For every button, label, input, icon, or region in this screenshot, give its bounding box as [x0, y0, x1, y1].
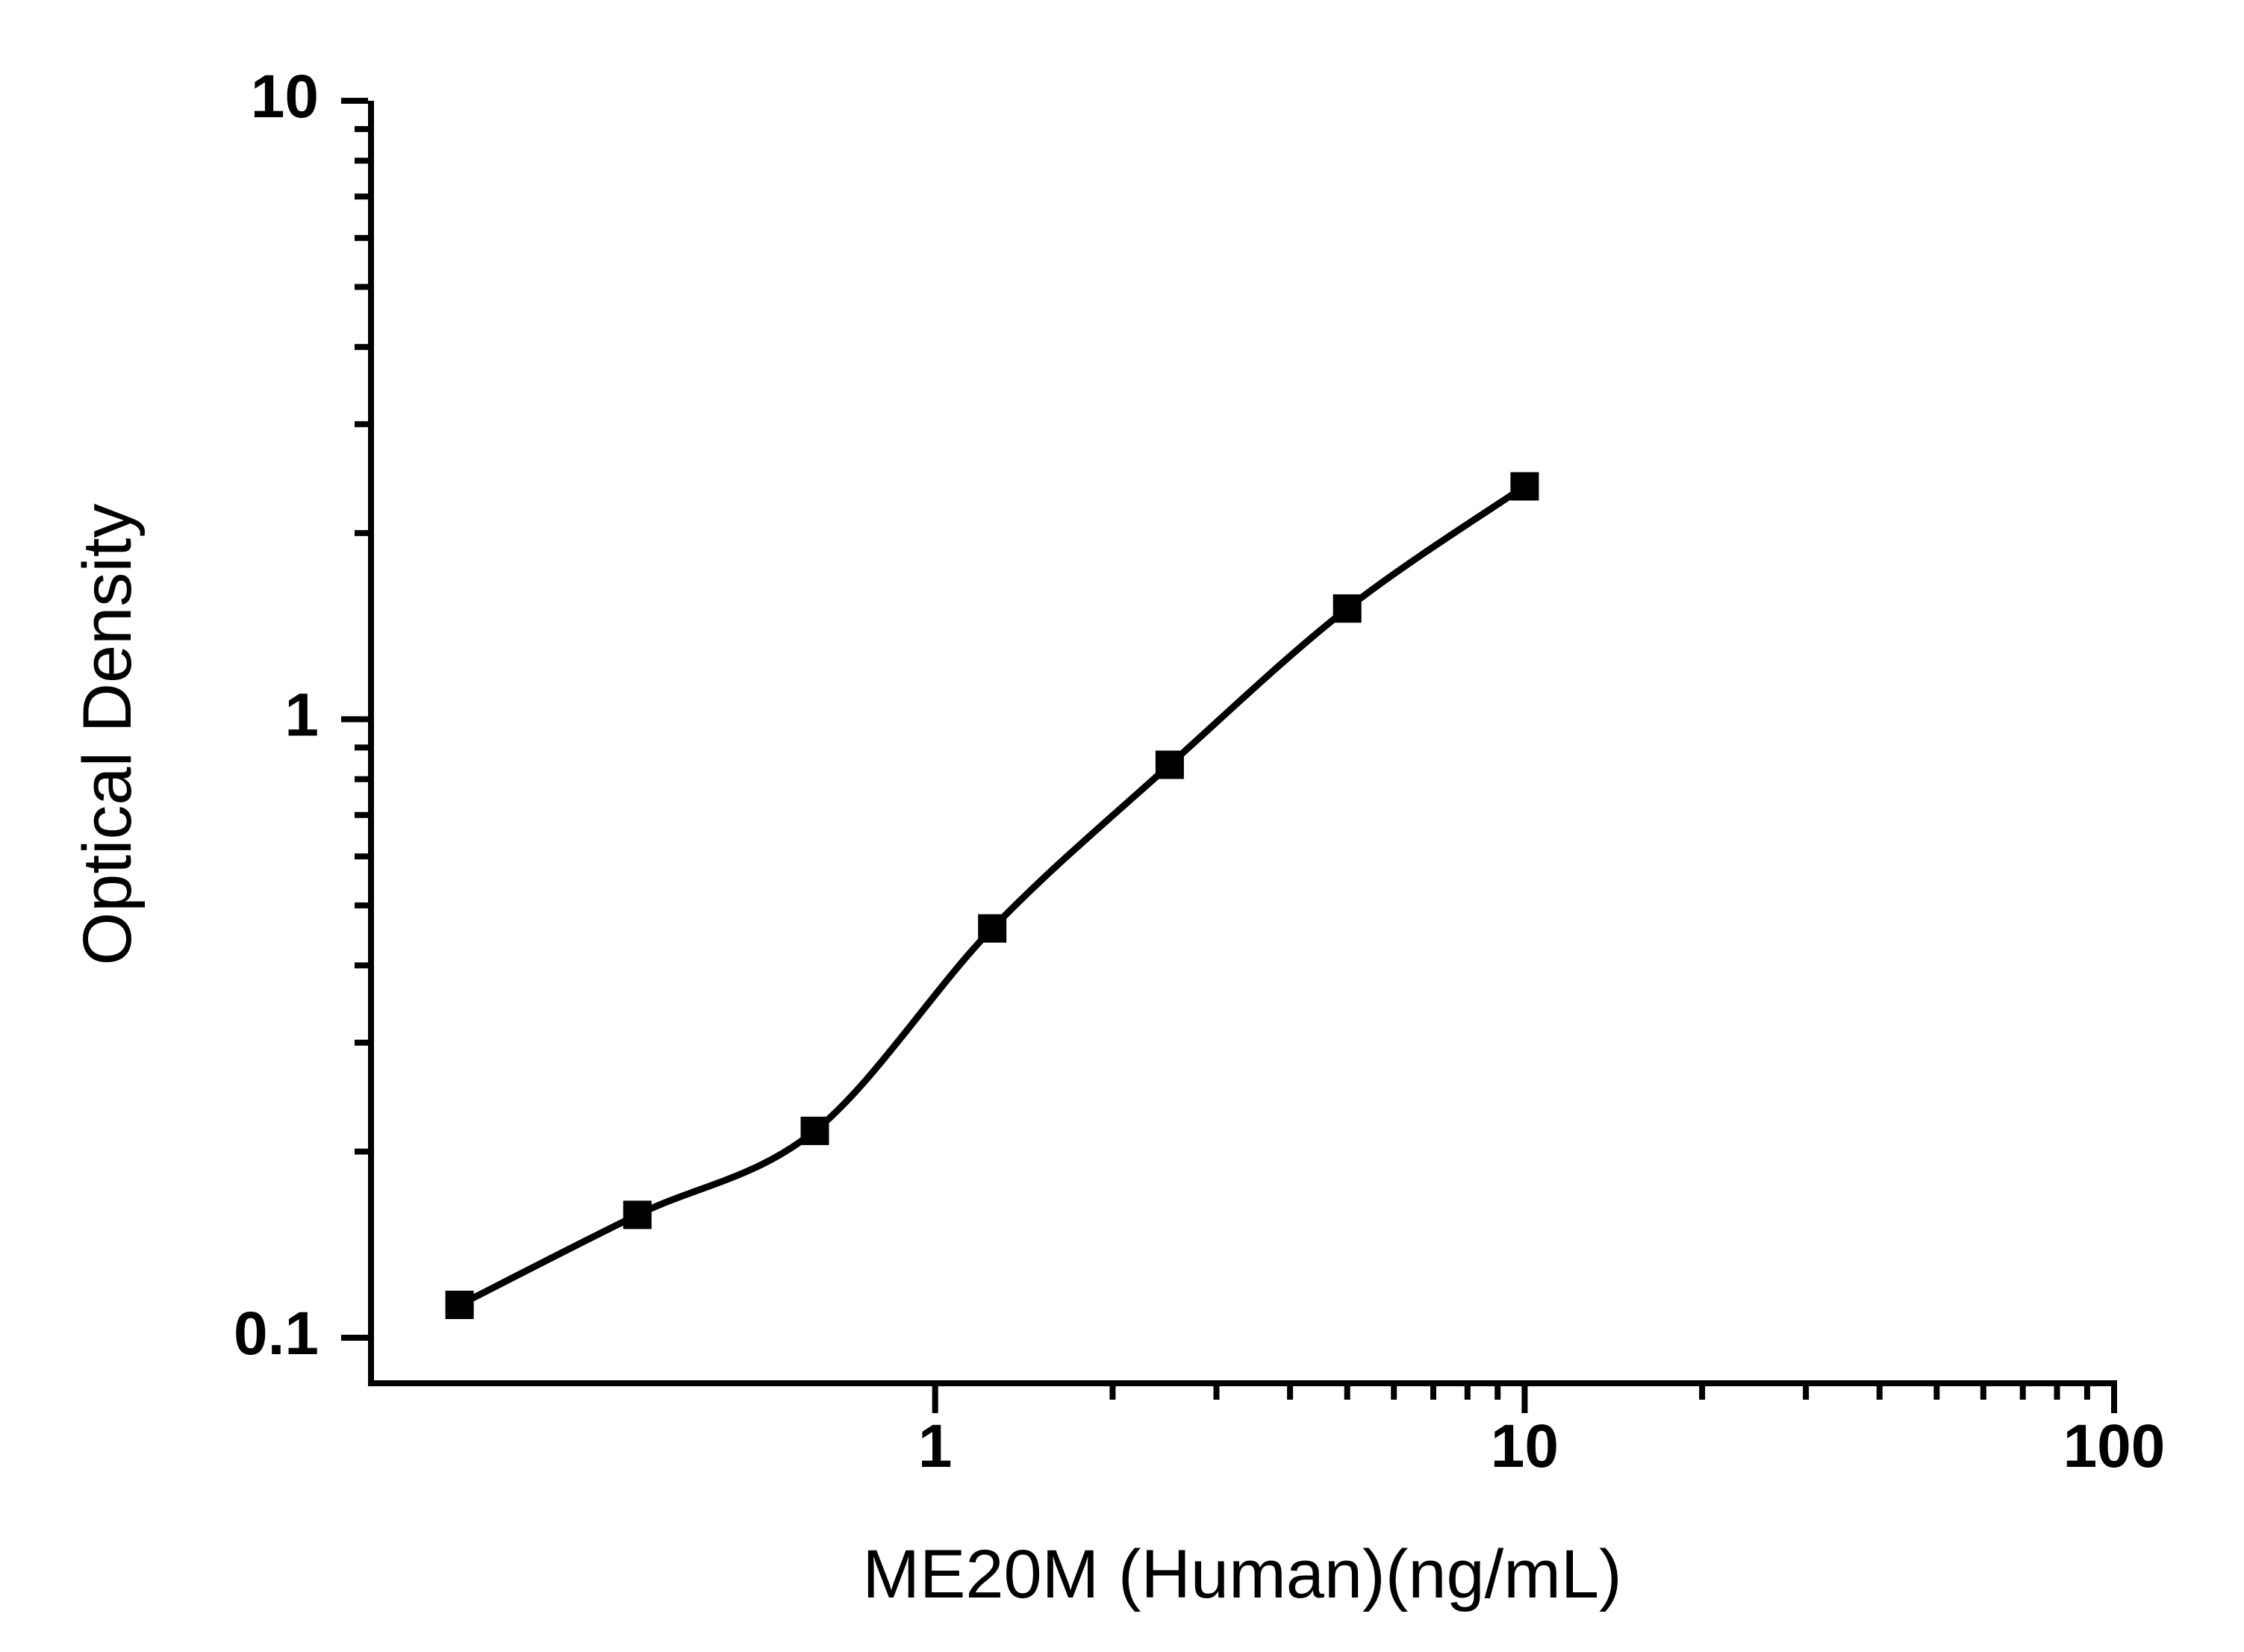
data-point-marker [1333, 594, 1362, 623]
x-axis-title: ME20M (Human)(ng/mL) [862, 1536, 1621, 1612]
data-point-marker [978, 914, 1007, 943]
data-point-marker [1510, 472, 1539, 501]
y-axis-title: Optical Density [69, 504, 146, 966]
data-point-marker [623, 1200, 652, 1229]
data-point-marker [445, 1291, 474, 1319]
x-tick-label: 100 [2063, 1412, 2166, 1480]
axes [368, 101, 2117, 1386]
axis-lines [368, 101, 2117, 1386]
fit-curve [458, 483, 1527, 1309]
data-point-marker [800, 1116, 829, 1145]
y-tick-label: 10 [251, 63, 319, 131]
data-point-marker [1155, 750, 1184, 779]
y-tick-label: 1 [284, 682, 319, 749]
x-axis: 1 10 100 [918, 1386, 2166, 1480]
fit-curve-line [458, 483, 1527, 1309]
x-tick-label: 10 [1491, 1412, 1559, 1480]
x-tick-label: 1 [918, 1412, 953, 1480]
y-tick-label: 0.1 [234, 1300, 319, 1368]
data-points [445, 472, 1539, 1319]
y-axis: 10 1 0.1 [234, 63, 368, 1368]
